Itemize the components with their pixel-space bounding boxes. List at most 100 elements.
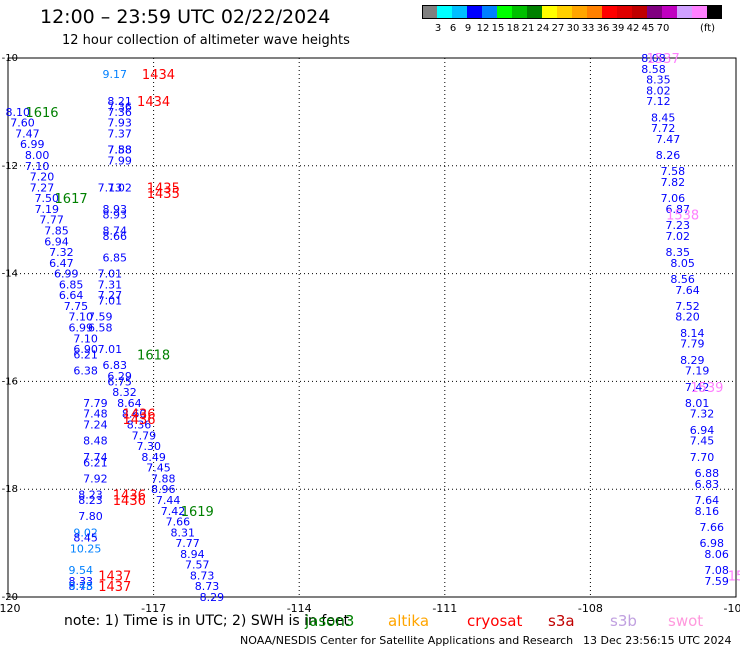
wave-height-value: 6.38	[73, 365, 98, 378]
pass-label-jason3: 1616	[25, 106, 58, 121]
wave-height-value: 7.66	[699, 521, 724, 534]
y-tick-label: -18	[2, 484, 18, 495]
wave-height-value: 7.02	[666, 230, 691, 243]
y-tick-label: -12	[2, 161, 18, 172]
wave-height-value: 6.83	[695, 478, 720, 491]
legend-item-s3a: s3a	[548, 612, 575, 630]
colorbar-swatch	[572, 5, 587, 19]
wave-height-value: 7.88	[151, 472, 176, 485]
pass-label-cryosat: 1436	[113, 489, 146, 504]
colorbar-swatch	[662, 5, 677, 19]
wave-height-value: 6.58	[88, 322, 113, 335]
wave-height-value: 7.48	[83, 408, 108, 421]
wave-height-value: 7.01	[98, 268, 123, 281]
pass-label-cryosat: 1436	[122, 413, 155, 428]
colorbar-tick-label: 27	[551, 23, 565, 34]
wave-height-value: 7.32	[49, 246, 74, 259]
wave-height-value: 8.96	[151, 483, 176, 496]
colorbar-tick-label: 42	[626, 23, 640, 34]
wave-height-value: 7.85	[44, 224, 69, 237]
wave-height-value: 7.77	[175, 537, 200, 550]
wave-height-value: 9.02	[73, 526, 98, 539]
colorbar-swatch	[707, 5, 722, 19]
pass-label-swot: 1539	[690, 381, 723, 396]
wave-height-value: 6.99	[69, 322, 94, 335]
wave-height-value: 7.45	[146, 462, 171, 475]
pass-label-cryosat: 1434	[142, 68, 175, 83]
wave-height-value: 8.14	[680, 327, 705, 340]
legend-item-cryosat: cryosat	[467, 612, 523, 630]
wave-height-value: 8.21	[107, 95, 132, 108]
wave-height-value: 7.92	[83, 472, 108, 485]
wave-height-value: 9.17	[103, 68, 128, 81]
wave-height-value: 7.72	[651, 122, 676, 135]
colorbar-swatch	[497, 5, 512, 19]
wave-height-value: 7.79	[132, 429, 157, 442]
colorbar-tick-label: 9	[464, 23, 472, 34]
wave-height-value: 10.25	[70, 542, 102, 555]
pass-label-jason3: 1619	[181, 505, 214, 520]
wave-height-value: 7.01	[98, 343, 123, 356]
wave-height-value: 6.85	[103, 251, 128, 264]
wave-height-value: 7.42	[161, 505, 186, 518]
wave-height-value: 7.27	[98, 289, 123, 302]
x-tick-label: -117	[141, 602, 166, 615]
colorbar-tick-label: 3	[434, 23, 442, 34]
wave-height-value: 7.36	[107, 101, 132, 114]
wave-height-value: 8.00	[25, 149, 50, 162]
colorbar-tick-label: 36	[596, 23, 610, 34]
wave-height-value: 8.58	[641, 63, 666, 76]
wave-height-value: 7.70	[690, 451, 715, 464]
wave-height-value: 7.32	[690, 408, 715, 421]
wave-height-value: 7.59	[88, 311, 113, 324]
legend-item-swot: swot	[668, 612, 704, 630]
x-tick-label: -105	[724, 602, 740, 615]
wave-height-value: 7.24	[83, 419, 108, 432]
wave-height-value: 7.79	[83, 397, 108, 410]
generated-timestamp: 13 Dec 23:56:15 UTC 2024	[583, 634, 732, 647]
colorbar-tick-label: 15	[491, 23, 505, 34]
wave-height-value: 6.87	[666, 203, 691, 216]
wave-height-value: 8.36	[127, 419, 152, 432]
wave-height-value: 8.20	[675, 311, 700, 324]
wave-height-value: 6.64	[59, 289, 84, 302]
wave-height-value: 8.45	[73, 532, 98, 545]
wave-height-value: 8.35	[646, 74, 671, 87]
x-tick-label: -114	[287, 602, 312, 615]
wave-height-value: 8.16	[695, 505, 720, 518]
wave-height-value: 8.26	[656, 149, 681, 162]
note-text: note: 1) Time is in UTC; 2) SWH is in fe…	[64, 613, 350, 629]
colorbar-tick-label: 24	[536, 23, 550, 34]
wave-height-value: 6.99	[54, 268, 79, 281]
wave-height-value: 7.37	[107, 127, 132, 140]
x-tick-label: -111	[432, 602, 457, 615]
pass-label-cryosat: 1436	[122, 408, 155, 423]
colorbar-swatch	[527, 5, 542, 19]
wave-height-value: 8.29	[680, 354, 705, 367]
wave-height-value: 8.01	[685, 397, 710, 410]
wave-height-value: 8.74	[103, 224, 128, 237]
wave-height-value: 6.85	[59, 278, 84, 291]
colorbar-tick-label: 39	[611, 23, 625, 34]
colorbar-tick-label: 70	[656, 23, 670, 34]
pass-label-jason3: 1617	[55, 192, 88, 207]
wave-height-value: 7.45	[690, 435, 715, 448]
wave-height-value: 7.58	[107, 144, 132, 157]
y-tick-label: -20	[2, 592, 18, 603]
wave-height-value: 8.93	[103, 203, 128, 216]
wave-height-value: 6.98	[699, 537, 724, 550]
credit-text: NOAA/NESDIS Center for Satellite Applica…	[240, 634, 574, 647]
wave-height-value: 9.48	[69, 580, 94, 593]
wave-height-value: 8.10	[5, 106, 30, 119]
wave-height-value: 7.75	[64, 300, 89, 313]
wave-height-value: 7.88	[107, 144, 132, 157]
wave-height-value: 7.31	[98, 278, 123, 291]
chart-title: 12:00 – 23:59 UTC 02/22/2024	[40, 6, 331, 28]
wave-height-value: 8.23	[78, 489, 103, 502]
colorbar-swatch	[587, 5, 602, 19]
wave-height-value: 7.64	[675, 284, 700, 297]
colorbar-swatch	[422, 5, 437, 19]
wave-height-value: 7.42	[685, 381, 710, 394]
wave-height-value: 7.82	[661, 176, 686, 189]
pass-label-cryosat: 1435	[147, 187, 180, 202]
